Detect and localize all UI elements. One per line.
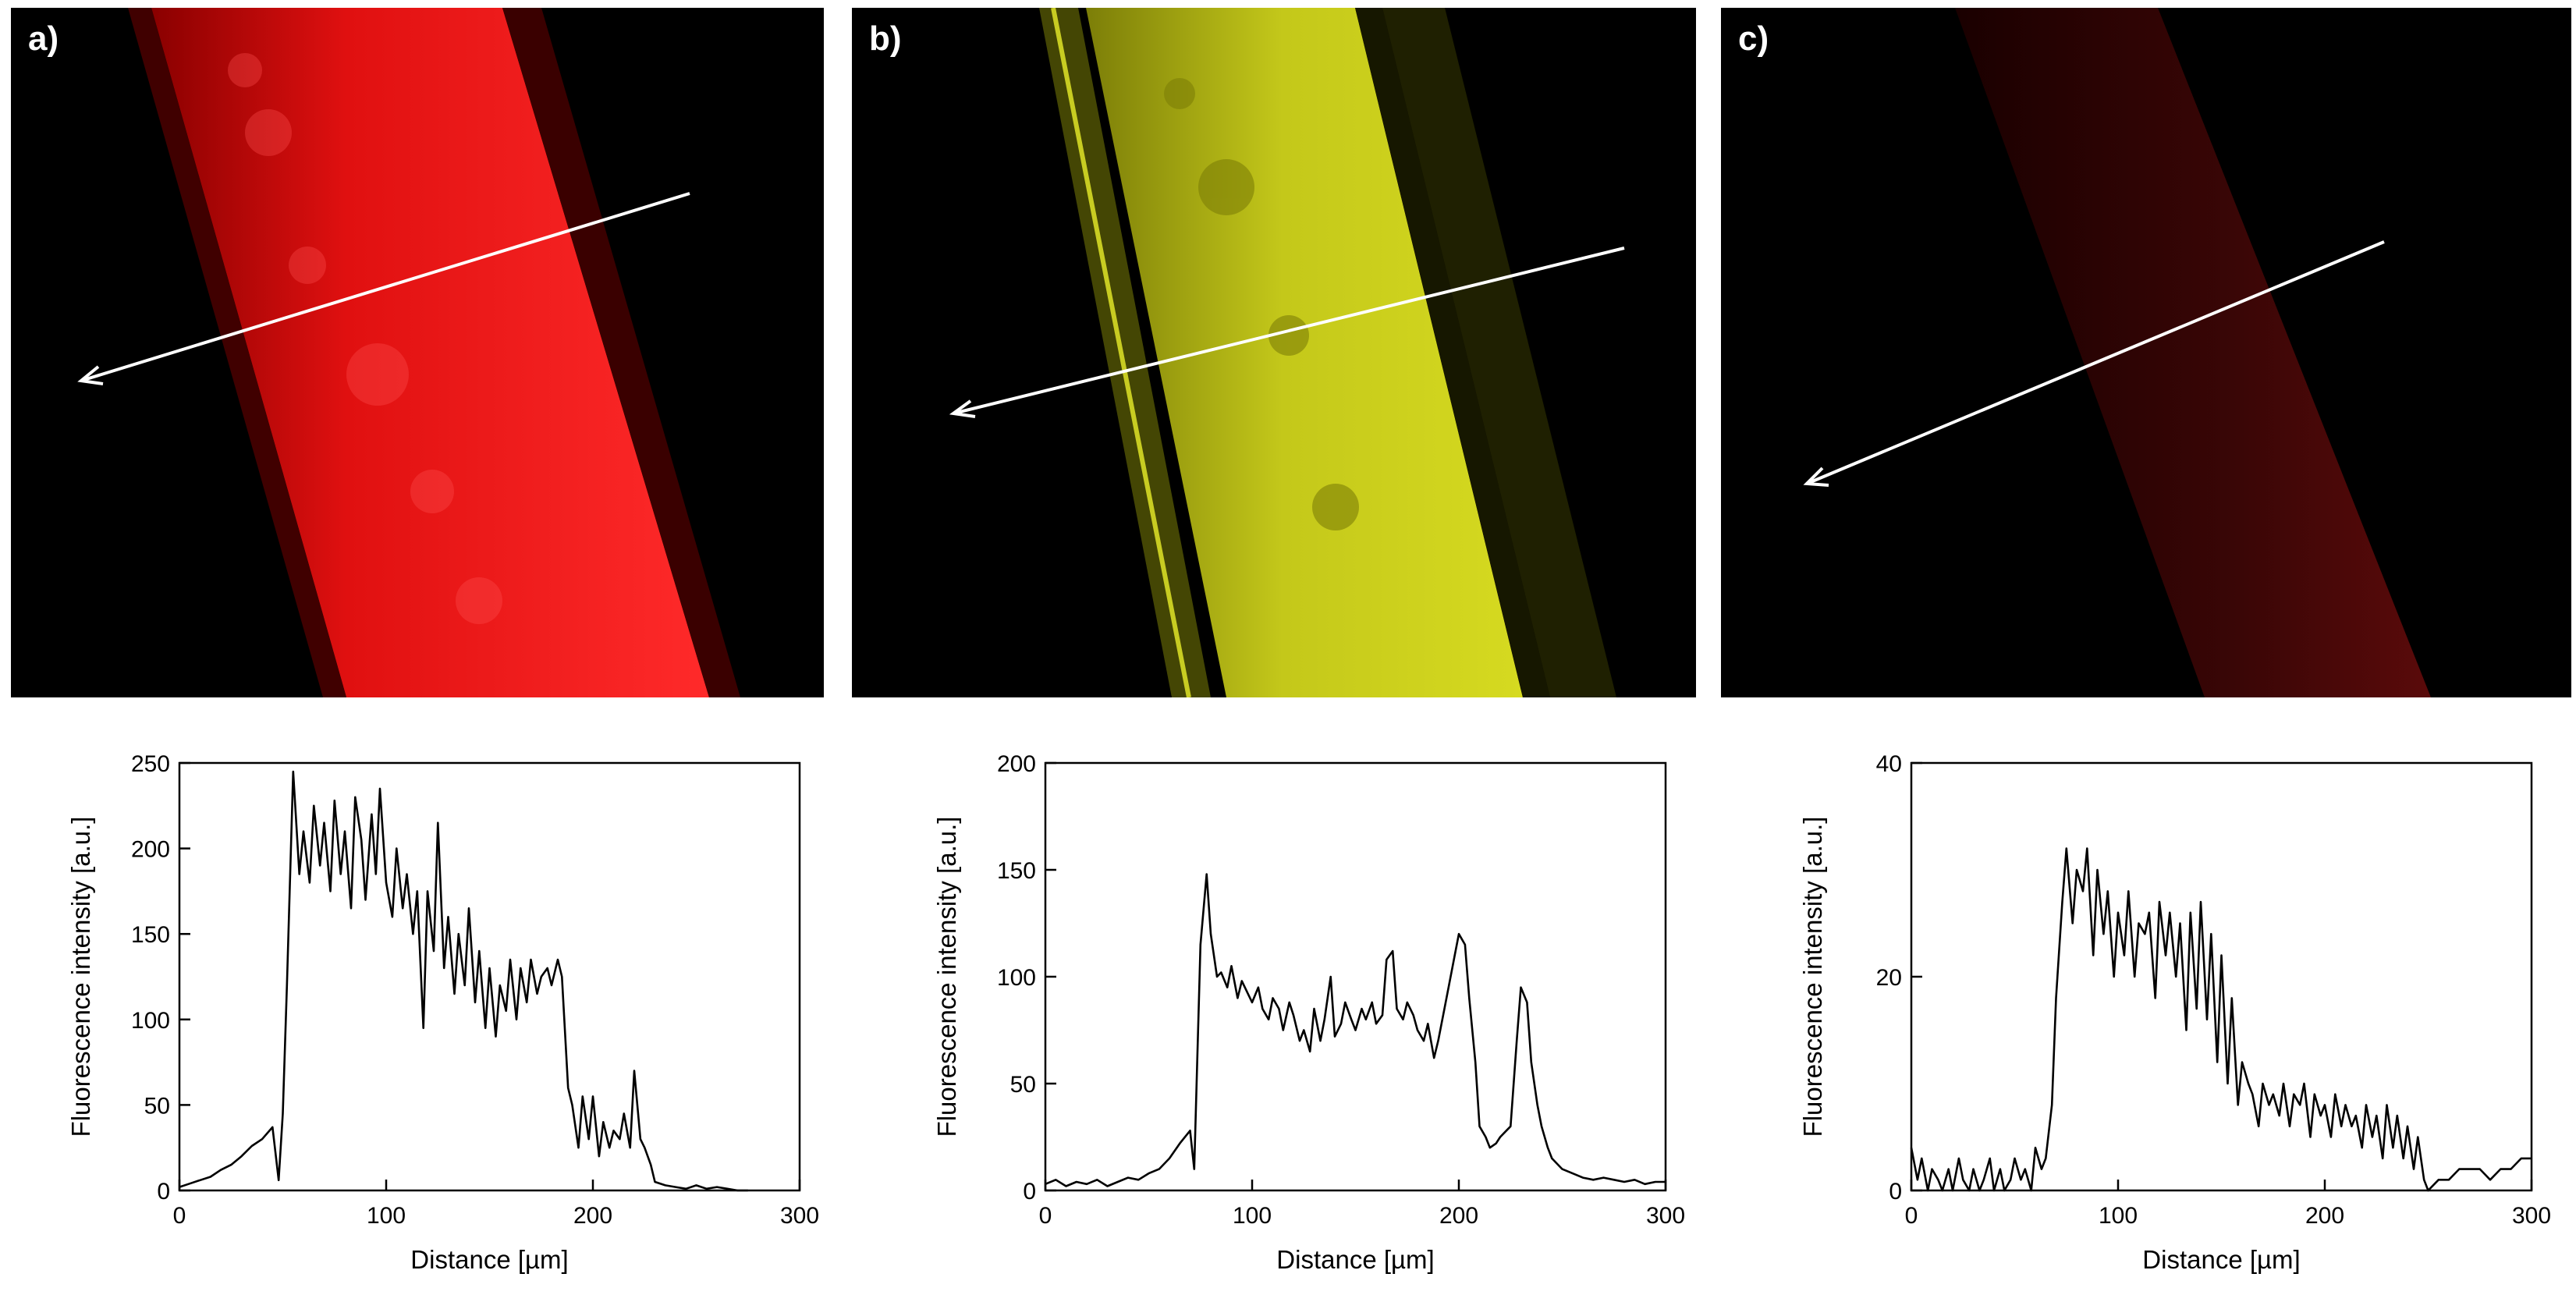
- x-axis-title: Distance [µm]: [2142, 1245, 2300, 1274]
- x-tick-label: 200: [573, 1203, 612, 1229]
- micrograph-c: c): [1721, 8, 2571, 697]
- fiber-stripe: [151, 8, 709, 697]
- x-tick-label: 0: [1039, 1203, 1052, 1229]
- intensity-profile-line: [179, 770, 748, 1192]
- profile-chart-a: 0 100 200 300 0 50 100 150 200 250 Distance [µm] Fl…: [31, 733, 819, 1295]
- x-tick-label: 300: [780, 1203, 819, 1229]
- y-tick-label: 0: [1023, 1179, 1036, 1205]
- y-tick-label: 150: [131, 922, 170, 948]
- x-tick-label: 100: [367, 1203, 406, 1229]
- micrograph-b: b): [852, 8, 1696, 697]
- x-tick-label: 0: [1905, 1203, 1918, 1229]
- profile-chart-c-svg: 0 100 200 300 0 20 40 Distance [µm] Fluorescence…: [1798, 751, 2551, 1274]
- x-tick-label: 300: [1646, 1203, 1685, 1229]
- x-tick-label: 100: [1233, 1203, 1272, 1229]
- intensity-profile-line: [1910, 847, 2532, 1192]
- x-tick-label: 200: [2305, 1203, 2344, 1229]
- x-tick-label: 0: [173, 1203, 186, 1229]
- fiber-stripe: [1086, 8, 1523, 697]
- y-axis-title: Fluorescence intensity [a.u.]: [66, 817, 95, 1137]
- y-tick-label: 200: [997, 751, 1036, 777]
- y-axis-title: Fluorescence intensity [a.u.]: [932, 817, 961, 1137]
- fiber-stripe: [1955, 8, 2431, 697]
- profile-chart-c: 0 100 200 300 0 20 40 Distance [µm] Fluorescence…: [1763, 733, 2551, 1295]
- panel-label-a: a): [28, 20, 59, 58]
- x-axis-title: Distance [µm]: [410, 1245, 568, 1274]
- micrograph-b-svg: [852, 8, 1696, 697]
- intensity-profile-line: [1045, 873, 1666, 1187]
- y-axis-title: Fluorescence intensity [a.u.]: [1798, 817, 1827, 1137]
- arrow-line: [949, 247, 1625, 418]
- y-tick-label: 40: [1876, 751, 1902, 777]
- x-tick-label: 300: [2512, 1203, 2551, 1229]
- y-tick-label: 100: [131, 1008, 170, 1034]
- arrow-line: [1803, 240, 2385, 487]
- panel-label-c: c): [1738, 20, 1769, 58]
- y-tick-label: 0: [1889, 1179, 1902, 1205]
- plot-frame: [1044, 761, 1667, 1192]
- y-tick-label: 200: [131, 837, 170, 863]
- x-tick-label: 100: [2099, 1203, 2138, 1229]
- y-tick-label: 50: [1010, 1072, 1036, 1098]
- panel-label-b: b): [869, 20, 902, 58]
- micrograph-c-svg: [1721, 8, 2571, 697]
- micrograph-a-svg: [11, 8, 824, 697]
- profile-chart-a-svg: 0 100 200 300 0 50 100 150 200 250 Distance [µm] Fl…: [66, 751, 819, 1274]
- y-tick-label: 20: [1876, 965, 1902, 991]
- y-tick-label: 0: [157, 1179, 170, 1205]
- plot-frame: [178, 761, 801, 1192]
- y-tick-label: 100: [997, 965, 1036, 991]
- micrograph-a: a): [11, 8, 824, 697]
- y-tick-label: 250: [131, 751, 170, 777]
- x-tick-label: 200: [1439, 1203, 1478, 1229]
- x-axis-title: Distance [µm]: [1276, 1245, 1434, 1274]
- profile-chart-b: 0 100 200 300 0 50 100 150 200 Distance [µm] Fluor…: [897, 733, 1685, 1295]
- arrow-line: [77, 192, 690, 385]
- y-tick-label: 150: [997, 858, 1036, 884]
- y-tick-label: 50: [144, 1093, 170, 1119]
